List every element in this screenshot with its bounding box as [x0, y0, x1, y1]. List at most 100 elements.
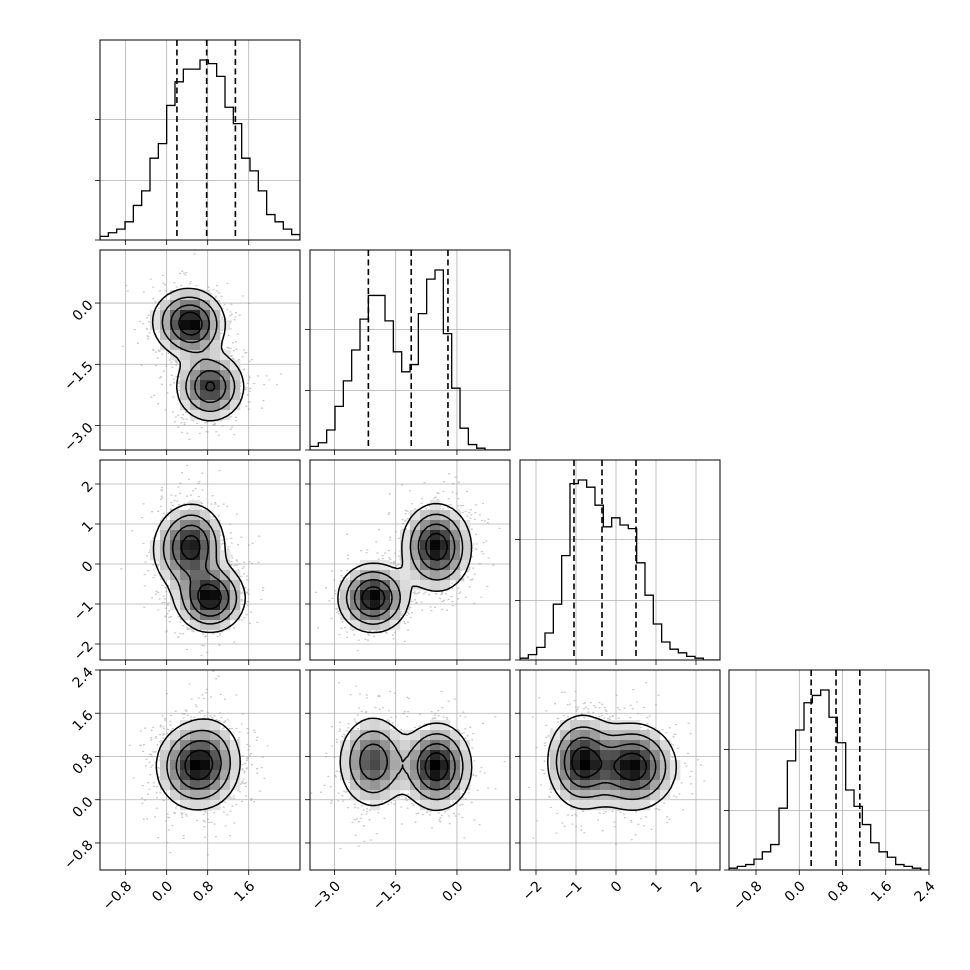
density-cell — [650, 790, 660, 800]
density-cell — [550, 760, 560, 770]
density-cell — [210, 620, 220, 630]
tick-label-y: −0.8 — [61, 837, 96, 872]
density-cell — [150, 320, 160, 330]
density-cell — [430, 800, 440, 810]
density-cell — [410, 760, 420, 770]
density-cell — [230, 760, 240, 770]
panel-3-0: −0.80.00.81.62.4−0.8 0.0 0.8 1.6 — [61, 664, 300, 913]
density-cell — [630, 800, 640, 810]
tick-label-x: −2 — [520, 878, 546, 904]
tick-label-y: −1 — [71, 598, 97, 624]
density-cell — [150, 310, 160, 320]
density-cell — [350, 610, 360, 620]
panel-2-2 — [515, 460, 720, 665]
tick-label-x: 2.4 — [912, 878, 939, 905]
panel-frame — [520, 460, 720, 660]
density-cell — [160, 540, 170, 550]
density-cell — [450, 750, 460, 760]
panel-frame — [100, 40, 300, 240]
density-cell — [370, 750, 380, 760]
density-cell — [200, 720, 210, 730]
density-cell — [180, 380, 190, 390]
panel-2-1 — [305, 460, 510, 667]
density-cell — [190, 370, 200, 380]
panel-3-3: −0.8 0.0 0.8 1.6 2.4 — [724, 670, 939, 914]
histogram-0 — [100, 60, 300, 240]
tick-label-x: 0.8 — [825, 878, 852, 905]
density-cell — [350, 580, 360, 590]
panel-1-1 — [305, 250, 510, 455]
density-cell — [180, 320, 190, 330]
tick-label-y: 0.0 — [70, 297, 97, 324]
density-cell — [390, 760, 400, 770]
density-cell — [550, 730, 560, 740]
tick-label-y: −3.0 — [61, 420, 96, 455]
density-cell — [200, 760, 210, 770]
density-cell — [180, 580, 190, 590]
density-cell — [370, 620, 380, 630]
density-cell — [430, 760, 440, 770]
density-cell — [340, 590, 350, 600]
tick-label-x: 0 — [608, 878, 626, 896]
density-cell — [370, 720, 380, 730]
density-cell — [210, 550, 220, 560]
density-cell — [610, 770, 620, 780]
tick-label-y: 0.0 — [70, 794, 97, 821]
density-cell — [220, 580, 230, 590]
tick-label-y: 2 — [79, 478, 97, 496]
density-cell — [160, 760, 170, 770]
density-cell — [210, 560, 220, 570]
density-cell — [200, 360, 210, 370]
tick-label-y: 0.8 — [70, 751, 97, 778]
tick-label-x: −1 — [560, 878, 586, 904]
panel-1-0: −3.0−1.50.0 — [61, 250, 300, 455]
density-cell — [370, 780, 380, 790]
density-cell — [170, 540, 180, 550]
density-cell — [450, 790, 460, 800]
histogram-1 — [310, 270, 510, 450]
density-cell — [600, 770, 610, 780]
panel-0-0 — [95, 40, 300, 245]
tick-label-y: 1 — [79, 518, 97, 536]
density-cell — [440, 540, 450, 550]
density-cell — [580, 790, 590, 800]
density-cell — [200, 590, 210, 600]
density-cell — [210, 780, 220, 790]
panel-3-1: −3.0 −1.5 0.0 — [305, 670, 510, 914]
tick-label-y: −2 — [71, 638, 97, 664]
tick-label-x: −0.8 — [100, 878, 135, 913]
density-cell — [190, 560, 200, 570]
density-cell — [370, 590, 380, 600]
density-cell — [450, 730, 460, 740]
density-cell — [400, 780, 410, 790]
tick-label-y: 2.4 — [70, 664, 97, 691]
density-cell — [390, 780, 400, 790]
density-cell — [160, 320, 170, 330]
density-cell — [630, 760, 640, 770]
density-cell — [390, 610, 400, 620]
density-cell — [580, 760, 590, 770]
density-cell — [630, 720, 640, 730]
density-cell — [190, 580, 200, 590]
density-cell — [390, 750, 400, 760]
tick-label-y: 1.6 — [70, 708, 97, 735]
density-cell — [380, 760, 390, 770]
panel-frame — [310, 250, 510, 450]
tick-label-x: 0.0 — [782, 878, 809, 905]
density-cell — [440, 760, 450, 770]
tick-label-x: −3.0 — [309, 878, 344, 913]
density-cell — [210, 740, 220, 750]
density-cell — [580, 720, 590, 730]
density-cell — [150, 540, 160, 550]
density-cell — [200, 550, 210, 560]
density-cell — [190, 570, 200, 580]
density-cell — [400, 570, 410, 580]
density-cell — [190, 320, 200, 330]
density-cell — [190, 760, 200, 770]
density-cell — [410, 510, 420, 520]
density-cell — [210, 320, 220, 330]
density-cell — [180, 360, 190, 370]
density-cell — [400, 730, 410, 740]
tick-label-x: −1.5 — [370, 878, 405, 913]
